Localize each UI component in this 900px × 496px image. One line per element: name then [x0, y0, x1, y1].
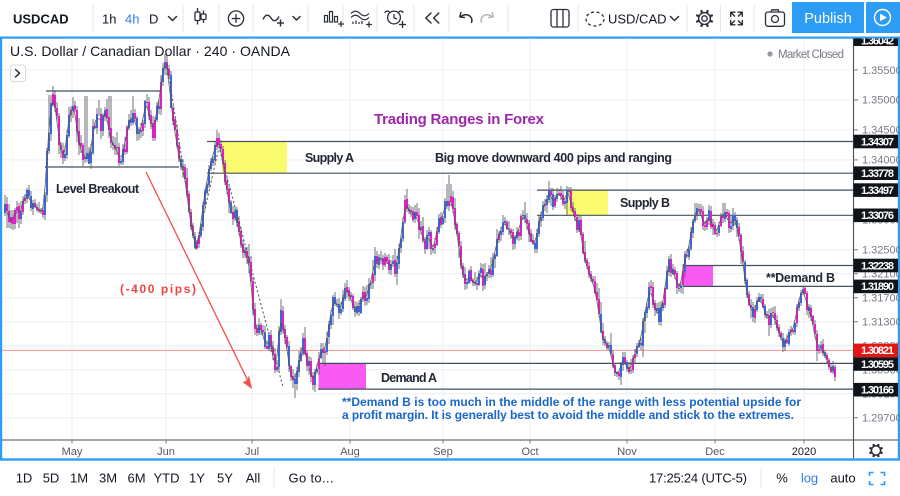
svg-text:1.35500: 1.35500: [862, 65, 900, 77]
svg-text:1.32500: 1.32500: [862, 245, 900, 257]
svg-text:1Y: 1Y: [189, 471, 205, 486]
svg-text:a profit margin. It is general: a profit margin. It is generally best to…: [342, 408, 794, 422]
svg-text:Supply A: Supply A: [305, 151, 354, 165]
svg-text:1.30166: 1.30166: [861, 385, 894, 397]
svg-text:1.33497: 1.33497: [861, 185, 894, 197]
svg-text:Demand A: Demand A: [381, 371, 437, 385]
svg-text:Trading Ranges in Forex: Trading Ranges in Forex: [374, 111, 545, 128]
svg-text:4h: 4h: [125, 12, 139, 27]
svg-text:5D: 5D: [43, 471, 60, 486]
svg-text:1M: 1M: [70, 471, 88, 486]
svg-text:1D: 1D: [16, 471, 33, 486]
svg-text:%: %: [776, 471, 788, 486]
svg-text:Go to...: Go to...: [289, 471, 334, 486]
svg-text:1.36042: 1.36042: [861, 35, 894, 47]
svg-text:D: D: [149, 12, 158, 27]
svg-text:1.30595: 1.30595: [861, 359, 894, 371]
svg-text:6M: 6M: [127, 471, 145, 486]
svg-text:1.29700: 1.29700: [862, 413, 900, 425]
svg-text:May: May: [62, 446, 83, 458]
svg-text:All: All: [246, 471, 261, 486]
svg-text:Big move downward 400 pips and: Big move downward 400 pips and ranging: [435, 151, 672, 165]
svg-text:1.34000: 1.34000: [862, 155, 900, 167]
svg-text:2020: 2020: [792, 446, 816, 458]
svg-text:Publish: Publish: [804, 11, 852, 27]
svg-text:YTD: YTD: [154, 471, 180, 486]
svg-text:**Demand B: **Demand B: [766, 271, 835, 285]
svg-text:log: log: [801, 471, 818, 486]
svg-text:1.33778: 1.33778: [861, 168, 894, 180]
svg-text:17:25:24 (UTC-5): 17:25:24 (UTC-5): [649, 471, 747, 486]
svg-text:Aug: Aug: [340, 446, 360, 458]
svg-text:**Demand B is too much in the: **Demand B is too much in the middle of …: [342, 395, 801, 409]
svg-text:U.S. Dollar / Canadian Dolla: U.S. Dollar / Canadian Dollar · 240 · OA…: [10, 43, 291, 59]
svg-text:Level Breakout: Level Breakout: [56, 182, 140, 196]
svg-text:1.31700: 1.31700: [862, 293, 900, 305]
svg-text:1.34307: 1.34307: [861, 136, 894, 148]
svg-text:Jul: Jul: [245, 446, 259, 458]
svg-text:3M: 3M: [99, 471, 117, 486]
svg-text:(-400 pips): (-400 pips): [120, 282, 196, 296]
svg-text:Jun: Jun: [157, 446, 175, 458]
svg-text:1.34500: 1.34500: [862, 125, 900, 137]
svg-text:1.31890: 1.31890: [861, 281, 894, 293]
svg-text:Sep: Sep: [433, 446, 453, 458]
svg-text:Oct: Oct: [521, 446, 538, 458]
svg-text:Market Closed: Market Closed: [778, 49, 844, 61]
svg-text:Dec: Dec: [705, 446, 725, 458]
svg-text:1.33076: 1.33076: [861, 210, 894, 222]
svg-text:1.32238: 1.32238: [861, 260, 894, 272]
svg-text:1.35000: 1.35000: [862, 95, 900, 107]
svg-text:1h: 1h: [102, 12, 116, 27]
svg-text:auto: auto: [830, 471, 855, 486]
svg-text:USDCAD: USDCAD: [13, 12, 69, 27]
svg-text:1.31300: 1.31300: [862, 317, 900, 329]
svg-text:Nov: Nov: [617, 446, 637, 458]
svg-text:1.30821: 1.30821: [861, 345, 894, 357]
svg-text:Supply B: Supply B: [620, 196, 670, 210]
svg-text:USD/CAD: USD/CAD: [608, 12, 667, 27]
svg-text:5Y: 5Y: [217, 471, 233, 486]
